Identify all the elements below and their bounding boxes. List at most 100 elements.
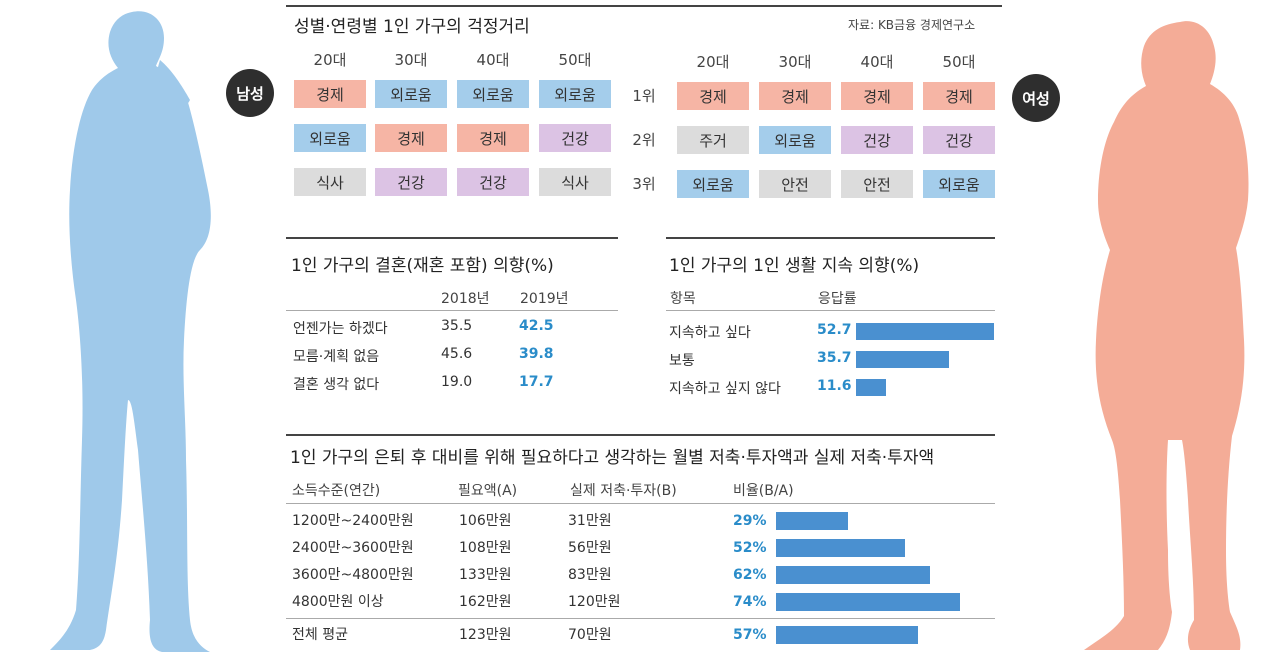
male-worry-cell: 외로움 (457, 80, 529, 108)
female-silhouette (1084, 21, 1249, 650)
male-worry-cell: 건강 (457, 168, 529, 196)
marriage-2019-value: 42.5 (519, 318, 554, 334)
male-badge: 남성 (226, 69, 274, 117)
retire-income-cell: 3600만~4800만원 (292, 567, 414, 583)
retire-actual-cell: 83만원 (568, 567, 612, 583)
retire-ratio-label: 52% (733, 540, 767, 556)
female-worry-cell: 건강 (923, 126, 995, 154)
retire-actual-cell: 56만원 (568, 540, 612, 556)
marriage-2018-value: 35.5 (441, 318, 473, 334)
retire-needed-cell: 133만원 (459, 567, 512, 583)
retire-ratio-bar (776, 593, 960, 611)
retire-ratio-bar (776, 539, 905, 557)
solo-value-label: 52.7 (817, 322, 852, 338)
worry-title: 성별·연령별 1인 가구의 걱정거리 (294, 17, 530, 37)
solo-bar (856, 379, 886, 396)
marriage-2018-value: 19.0 (441, 374, 473, 390)
retire-col-ratio: 비율(B/A) (733, 483, 794, 499)
male-worry-cell: 식사 (294, 168, 366, 196)
male-worry-cell: 외로움 (539, 80, 611, 108)
marriage-top-rule (286, 237, 618, 239)
rank-label: 1위 (632, 87, 656, 105)
retire-needed-cell: 123만원 (459, 627, 512, 643)
female-worry-cell: 경제 (841, 82, 913, 110)
female-worry-cell: 경제 (923, 82, 995, 110)
solo-bar (856, 351, 949, 368)
marriage-2019-value: 17.7 (519, 374, 554, 390)
retire-col-needed: 필요액(A) (458, 483, 518, 499)
solo-bar (856, 323, 994, 340)
retire-ratio-label: 74% (733, 594, 767, 610)
rank-label: 2위 (632, 131, 656, 149)
marriage-row-label: 결혼 생각 없다 (293, 377, 380, 393)
solo-top-rule (666, 237, 995, 239)
male-worry-cell: 건강 (375, 168, 447, 196)
female-worry-cell: 외로움 (923, 170, 995, 198)
retire-ratio-bar (776, 626, 918, 644)
source-label: 자료: KB금융 경제연구소 (848, 18, 976, 32)
male-silhouette (50, 11, 211, 652)
retire-income-cell: 전체 평균 (292, 627, 348, 643)
male-worry-cell: 외로움 (294, 124, 366, 152)
male-worry-cell: 경제 (457, 124, 529, 152)
retire-title: 1인 가구의 은퇴 후 대비를 위해 필요하다고 생각하는 월별 저축·투자액과… (290, 448, 935, 468)
retire-income-cell: 2400만~3600만원 (292, 540, 414, 556)
retire-actual-cell: 120만원 (568, 594, 621, 610)
marriage-header-rule (286, 310, 618, 311)
solo-col-rate: 응답률 (818, 291, 857, 307)
female-badge: 여성 (1012, 74, 1060, 122)
retire-ratio-bar (776, 512, 848, 530)
retire-needed-cell: 162만원 (459, 594, 512, 610)
female-worry-cell: 경제 (677, 82, 749, 110)
male-worry-cell: 건강 (539, 124, 611, 152)
male-age-header: 30대 (394, 51, 428, 69)
female-age-header: 30대 (778, 53, 812, 71)
male-worry-cell: 식사 (539, 168, 611, 196)
female-worry-cell: 주거 (677, 126, 749, 154)
female-worry-cell: 안전 (759, 170, 831, 198)
solo-value-label: 11.6 (817, 378, 852, 394)
marriage-2019-value: 39.8 (519, 346, 554, 362)
retire-top-rule (286, 434, 995, 436)
female-age-header: 40대 (860, 53, 894, 71)
solo-header-rule (666, 310, 995, 311)
female-worry-cell: 외로움 (677, 170, 749, 198)
solo-row-label: 지속하고 싶지 않다 (669, 381, 781, 397)
solo-title: 1인 가구의 1인 생활 지속 의향(%) (669, 256, 920, 276)
female-age-header: 20대 (696, 53, 730, 71)
female-worry-cell: 건강 (841, 126, 913, 154)
retire-income-cell: 4800만원 이상 (292, 594, 384, 610)
retire-actual-cell: 31만원 (568, 513, 612, 529)
female-worry-cell: 안전 (841, 170, 913, 198)
retire-needed-cell: 108만원 (459, 540, 512, 556)
marriage-row-label: 모름·계획 없음 (293, 349, 380, 365)
male-worry-cell: 경제 (294, 80, 366, 108)
retire-income-cell: 1200만~2400만원 (292, 513, 414, 529)
retire-col-actual: 실제 저축·투자(B) (570, 483, 677, 499)
worry-top-rule (286, 5, 1002, 7)
male-age-header: 50대 (558, 51, 592, 69)
retire-ratio-label: 29% (733, 513, 767, 529)
solo-value-label: 35.7 (817, 350, 852, 366)
female-worry-cell: 외로움 (759, 126, 831, 154)
marriage-2018-value: 45.6 (441, 346, 473, 362)
female-worry-cell: 경제 (759, 82, 831, 110)
male-worry-cell: 외로움 (375, 80, 447, 108)
rank-label: 3위 (632, 175, 656, 193)
retire-header-rule (286, 503, 995, 504)
marriage-row-label: 언젠가는 하겠다 (293, 321, 388, 337)
retire-ratio-bar (776, 566, 930, 584)
retire-ratio-label: 57% (733, 627, 767, 643)
marriage-col-2018: 2018년 (441, 291, 490, 307)
marriage-title: 1인 가구의 결혼(재혼 포함) 의향(%) (291, 256, 554, 276)
male-worry-cell: 경제 (375, 124, 447, 152)
male-age-header: 20대 (313, 51, 347, 69)
solo-row-label: 지속하고 싶다 (669, 325, 751, 341)
solo-col-item: 항목 (670, 291, 696, 307)
female-age-header: 50대 (942, 53, 976, 71)
retire-ratio-label: 62% (733, 567, 767, 583)
solo-row-label: 보통 (669, 353, 695, 369)
retire-col-income: 소득수준(연간) (292, 483, 381, 499)
marriage-col-2019: 2019년 (520, 291, 569, 307)
male-age-header: 40대 (476, 51, 510, 69)
